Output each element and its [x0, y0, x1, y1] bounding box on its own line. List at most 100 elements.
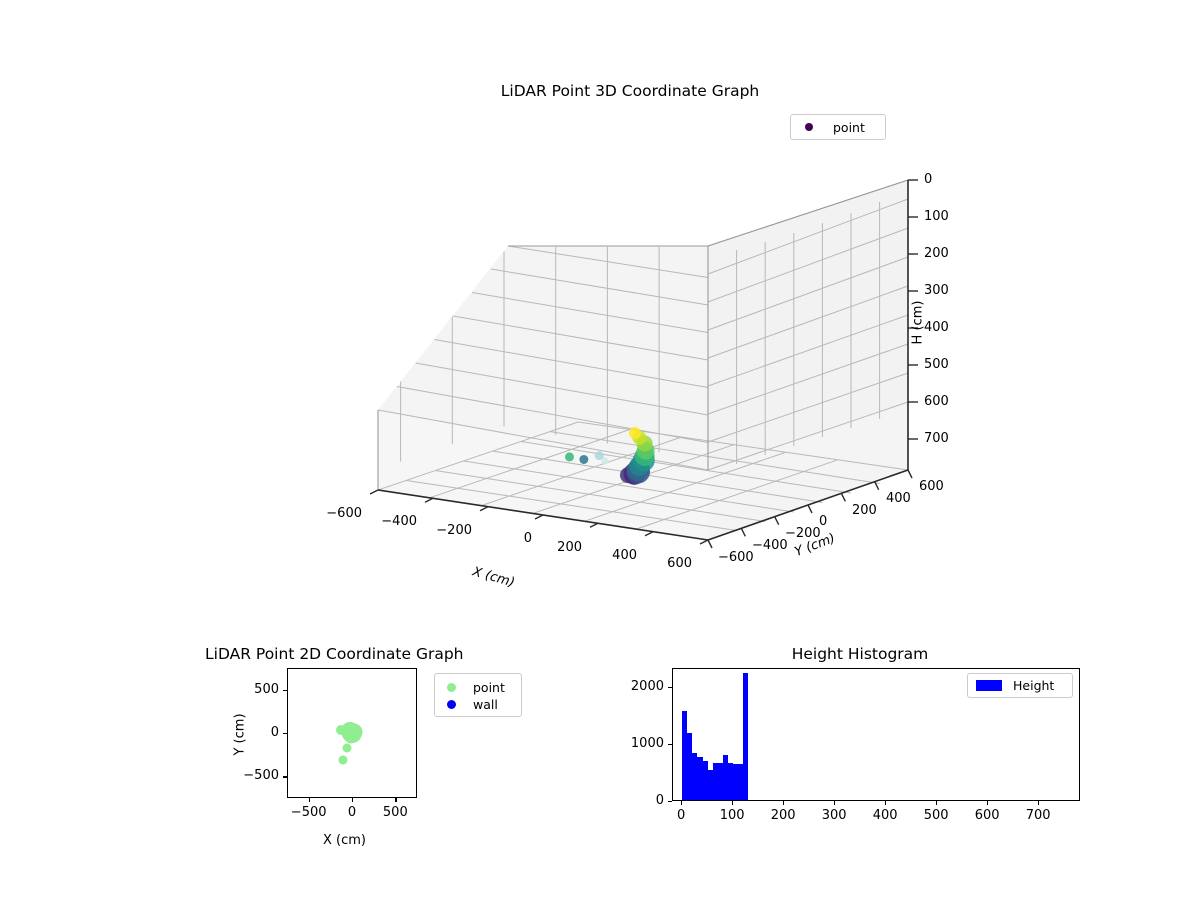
plot2d-x-ticklabel: 0 [347, 805, 357, 820]
histogram-y-ticklabel: 2000 [630, 678, 664, 694]
plot2d-y-ticklabel: 500 [254, 681, 279, 697]
plot2d-point-point [342, 743, 352, 753]
plot2d-legend-row-wall[interactable]: wall [435, 696, 521, 713]
histogram-x-tickmark [681, 801, 683, 805]
plot3d-x-tick: 200 [557, 540, 582, 555]
histogram-x-ticklabel: 0 [677, 808, 686, 823]
histogram-legend[interactable]: Height [967, 673, 1073, 698]
plot2d-y-tickmark [283, 689, 287, 691]
plot2d-legend[interactable]: point wall [434, 673, 522, 717]
plot3d-legend-marker-icon [805, 123, 813, 131]
histogram-x-tickmark [885, 801, 887, 805]
plot3d-y-tick: 400 [886, 491, 911, 506]
plot3d-legend-label: point [833, 119, 865, 135]
histogram-bar [717, 763, 723, 800]
plot2d-legend-label-wall: wall [473, 697, 498, 712]
plot2d-point-point [336, 725, 347, 736]
histogram-y-tickmark [668, 686, 672, 689]
histogram-x-ticklabel: 100 [719, 808, 745, 823]
histogram-x-ticklabel: 300 [821, 808, 847, 823]
plot3d-y-tick: −400 [752, 538, 788, 553]
plot3d-h-tick: 100 [924, 209, 949, 224]
histogram-x-tickmark [987, 801, 989, 805]
plot3d-point [594, 451, 604, 461]
plot3d-y-tick: 200 [852, 503, 877, 518]
plot3d-y-tick: 600 [919, 479, 944, 494]
histogram-x-ticklabel: 500 [923, 808, 949, 823]
histogram-x-tickmark [834, 801, 836, 805]
plot3d-axes[interactable] [300, 70, 960, 630]
plot2d-legend-label-point: point [473, 680, 505, 695]
histogram-legend-swatch-icon [976, 680, 1002, 691]
plot2d-legend-marker-point-icon [447, 683, 456, 692]
histogram-x-ticklabel: 400 [872, 808, 898, 823]
plot2d-y-ticklabel: −500 [243, 768, 279, 784]
lidar-3d-plot-panel: LiDAR Point 3D Coordinate Graph point [300, 70, 960, 630]
histogram-y-ticklabel: 1000 [630, 735, 664, 751]
histogram-x-tickmark [783, 801, 785, 805]
plot3d-point [565, 452, 574, 462]
plot2d-point-point [348, 724, 358, 734]
histogram-x-tickmark [732, 801, 734, 805]
plot2d-legend-row-point[interactable]: point [435, 679, 521, 696]
plot2d-point-point [338, 755, 348, 765]
histogram-y-tickmark [668, 743, 672, 746]
plot2d-y-tickmark [283, 776, 287, 778]
plot3d-h-tick: 700 [924, 431, 949, 446]
plot3d-x-tick: 600 [667, 556, 692, 571]
histogram-bar [692, 752, 698, 800]
plot3d-x-tick: −600 [326, 506, 362, 521]
plot3d-y-tick: −200 [785, 526, 821, 541]
histogram-bar [707, 770, 713, 800]
histogram-x-ticklabel: 700 [1025, 808, 1051, 823]
histogram-x-tickmark [936, 801, 938, 805]
histogram-bar [682, 710, 688, 800]
histogram-bar [722, 755, 729, 800]
plot3d-point [601, 457, 609, 465]
plot2d-y-ticklabel: 0 [270, 725, 279, 740]
plot3d-x-tick: −400 [381, 514, 417, 529]
plot2d-x-ticklabel: 500 [382, 805, 408, 820]
plot3d-x-tick: 0 [523, 531, 532, 546]
plot2d-y-axis-label: Y (cm) [232, 713, 248, 756]
plot3d-point [628, 427, 641, 440]
histogram-bar [728, 763, 734, 800]
plot2d-x-tickmark [308, 798, 310, 802]
plot3d-h-tick: 400 [924, 320, 949, 335]
plot3d-title: LiDAR Point 3D Coordinate Graph [500, 82, 760, 100]
histogram-bar [733, 764, 739, 800]
histogram-y-tickmark [668, 801, 672, 803]
histogram-x-ticklabel: 200 [770, 808, 796, 823]
histogram-bar [738, 764, 744, 800]
plot2d-x-tickmark [352, 798, 354, 802]
lidar-2d-plot-panel: LiDAR Point 2D Coordinate Graph −500 0 500… [195, 635, 545, 865]
histogram-bars [673, 669, 1079, 800]
plot2d-title: LiDAR Point 2D Coordinate Graph [205, 645, 464, 663]
plot3d-h-tick: 200 [924, 246, 949, 261]
histogram-legend-label: Height [1013, 678, 1055, 693]
plot3d-legend[interactable]: point [790, 114, 886, 140]
plot3d-h-axis-label: H (cm) [910, 300, 926, 345]
plot3d-x-tick: −200 [436, 523, 472, 538]
plot3d-y-tick: 0 [819, 514, 828, 529]
histogram-bar [702, 760, 708, 800]
plot2d-y-tickmark [283, 733, 287, 735]
plot3d-h-tick: 600 [924, 394, 949, 409]
plot3d-h-tick: 0 [924, 172, 933, 187]
histogram-bar [697, 756, 703, 800]
histogram-x-tickmark [1038, 801, 1040, 805]
plot3d-point [579, 454, 589, 464]
plot2d-x-tickmark [395, 798, 397, 802]
plot2d-point-point [345, 732, 357, 744]
height-histogram-panel: Height Histogram 0 100 200 300 400 500 600 700 … [620, 635, 1100, 865]
plot2d-legend-marker-wall-icon [447, 700, 456, 709]
plot2d-x-axis-label: X (cm) [323, 833, 366, 848]
histogram-title: Height Histogram [791, 645, 929, 663]
histogram-bar [743, 672, 749, 800]
plot2d-axes[interactable] [287, 668, 417, 798]
plot2d-x-ticklabel: −500 [290, 805, 327, 820]
histogram-y-ticklabel: 0 [655, 793, 664, 808]
plot3d-x-tick: 400 [612, 548, 637, 563]
plot3d-h-tick: 300 [924, 283, 949, 298]
